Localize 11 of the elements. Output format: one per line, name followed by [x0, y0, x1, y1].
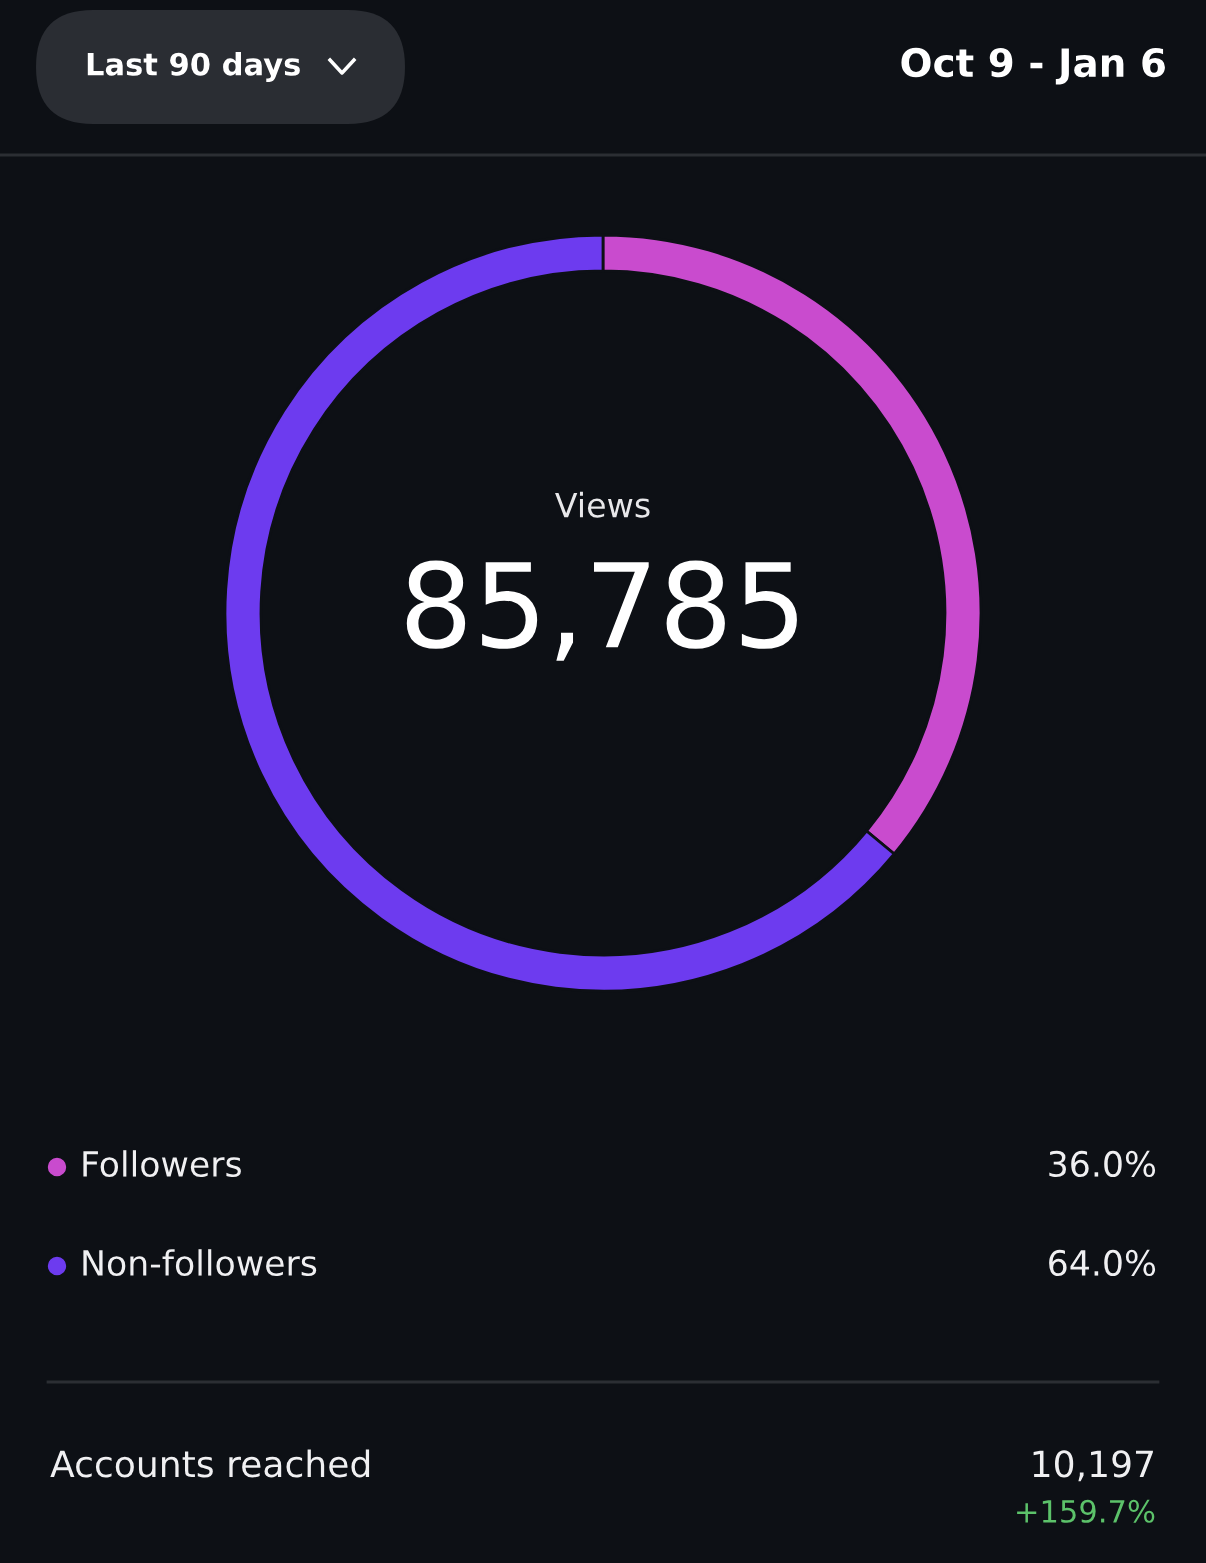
text: 85,785 [406, 560, 797, 661]
data-label: 36.0% [1049, 1150, 1156, 1178]
text: Oct 9 - Jan 6 [901, 47, 1165, 85]
legend-label: Followers [83, 1150, 241, 1178]
legend-label: Non-followers [83, 1249, 317, 1277]
data-label: 64.0% [1049, 1249, 1156, 1277]
text: Last 90 days [87, 52, 300, 82]
text: +159.7% [1017, 1499, 1155, 1523]
text: 10,197 [1033, 1450, 1153, 1482]
text: Accounts reached [50, 1449, 370, 1478]
text: Views [555, 491, 650, 518]
